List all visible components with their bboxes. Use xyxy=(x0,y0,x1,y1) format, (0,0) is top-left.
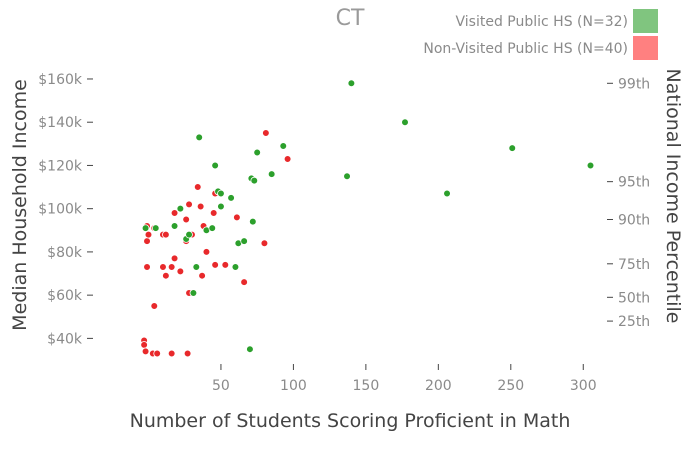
y2-tick-label: 75th xyxy=(618,257,650,273)
point-visited xyxy=(253,148,261,157)
data-points xyxy=(140,79,595,358)
point-visited xyxy=(151,224,160,232)
x-tick-label: 100 xyxy=(280,378,307,394)
point-non-visited xyxy=(183,349,192,358)
point-visited xyxy=(508,144,517,152)
point-visited xyxy=(246,345,254,353)
y2-tick-label: 99th xyxy=(618,76,650,92)
point-non-visited xyxy=(144,230,153,239)
point-visited xyxy=(185,230,193,239)
point-non-visited xyxy=(140,341,148,349)
point-visited xyxy=(240,237,248,245)
y-tick-label: $140k xyxy=(38,115,83,131)
legend-swatch xyxy=(633,36,658,60)
x-axis-ticks: 50 100 150 200 250 300 xyxy=(212,364,597,394)
x-axis-title: Number of Students Scoring Proficient in… xyxy=(130,410,571,432)
point-visited xyxy=(217,189,225,198)
x-tick-label: 250 xyxy=(497,378,524,394)
point-non-visited xyxy=(143,237,151,245)
y2-tick-label: 25th xyxy=(618,314,650,330)
point-non-visited xyxy=(202,248,211,256)
point-non-visited xyxy=(153,349,161,358)
y2-axis-title: National Income Percentile xyxy=(662,69,684,324)
x-tick-label: 50 xyxy=(212,378,230,394)
point-non-visited xyxy=(167,349,176,358)
y-axis-title: Median Household Income xyxy=(9,79,31,331)
point-visited xyxy=(279,142,288,150)
point-non-visited xyxy=(170,209,179,217)
y2-tick-label: 50th xyxy=(618,290,650,306)
point-visited xyxy=(443,189,451,198)
point-non-visited xyxy=(167,263,176,271)
point-non-visited xyxy=(262,129,270,137)
point-non-visited xyxy=(143,263,151,271)
point-non-visited xyxy=(193,183,202,191)
point-visited xyxy=(170,222,179,230)
point-non-visited xyxy=(182,215,190,224)
point-visited xyxy=(249,217,257,226)
x-tick-label: 200 xyxy=(425,378,452,394)
y2-axis-ticks: 99th 95th 90th 75th 50th 25th xyxy=(607,76,650,330)
point-visited xyxy=(189,289,198,297)
point-visited xyxy=(141,224,150,232)
point-visited xyxy=(176,204,185,213)
point-visited xyxy=(347,79,356,88)
point-visited xyxy=(231,263,240,271)
point-visited xyxy=(343,172,351,181)
legend[interactable]: Visited Public HS (N=32) Non-Visited Publ… xyxy=(423,9,658,60)
y2-tick-label: 90th xyxy=(618,212,650,228)
point-non-visited xyxy=(221,261,230,269)
x-tick-label: 300 xyxy=(570,378,597,394)
y2-tick-label: 95th xyxy=(618,175,650,191)
point-visited xyxy=(586,161,595,170)
y-axis-ticks: $40k $60k $80k $100k $120k $140k $160k xyxy=(38,72,93,347)
legend-label: Visited Public HS (N=32) xyxy=(456,14,628,30)
point-visited xyxy=(217,202,225,211)
point-non-visited xyxy=(233,213,241,222)
point-non-visited xyxy=(211,261,219,269)
y-tick-label: $160k xyxy=(38,72,83,88)
point-non-visited xyxy=(209,209,218,217)
y-tick-label: $40k xyxy=(47,331,83,347)
point-non-visited xyxy=(162,271,170,280)
y-tick-label: $100k xyxy=(38,202,83,218)
point-visited xyxy=(267,170,276,178)
point-non-visited xyxy=(185,200,193,209)
point-visited xyxy=(195,133,204,142)
y-tick-label: $120k xyxy=(38,158,83,174)
point-visited xyxy=(192,263,201,271)
point-non-visited xyxy=(159,263,167,271)
legend-swatch xyxy=(633,9,658,33)
point-non-visited xyxy=(150,302,159,310)
x-tick-label: 150 xyxy=(353,378,380,394)
y-tick-label: $80k xyxy=(47,245,83,261)
point-visited xyxy=(211,161,219,170)
point-visited xyxy=(401,118,409,127)
legend-label: Non-Visited Public HS (N=40) xyxy=(423,41,628,57)
point-visited xyxy=(208,224,217,232)
point-visited xyxy=(250,176,259,185)
point-non-visited xyxy=(240,278,248,286)
point-non-visited xyxy=(170,254,179,263)
y-tick-label: $60k xyxy=(47,288,83,304)
point-visited xyxy=(227,194,235,202)
point-non-visited xyxy=(283,155,292,163)
point-non-visited xyxy=(141,347,150,356)
point-non-visited xyxy=(196,202,205,211)
chart-title: CT xyxy=(336,6,365,31)
point-non-visited xyxy=(198,271,206,280)
point-non-visited xyxy=(162,230,170,239)
point-non-visited xyxy=(176,267,185,276)
point-non-visited xyxy=(260,239,269,248)
